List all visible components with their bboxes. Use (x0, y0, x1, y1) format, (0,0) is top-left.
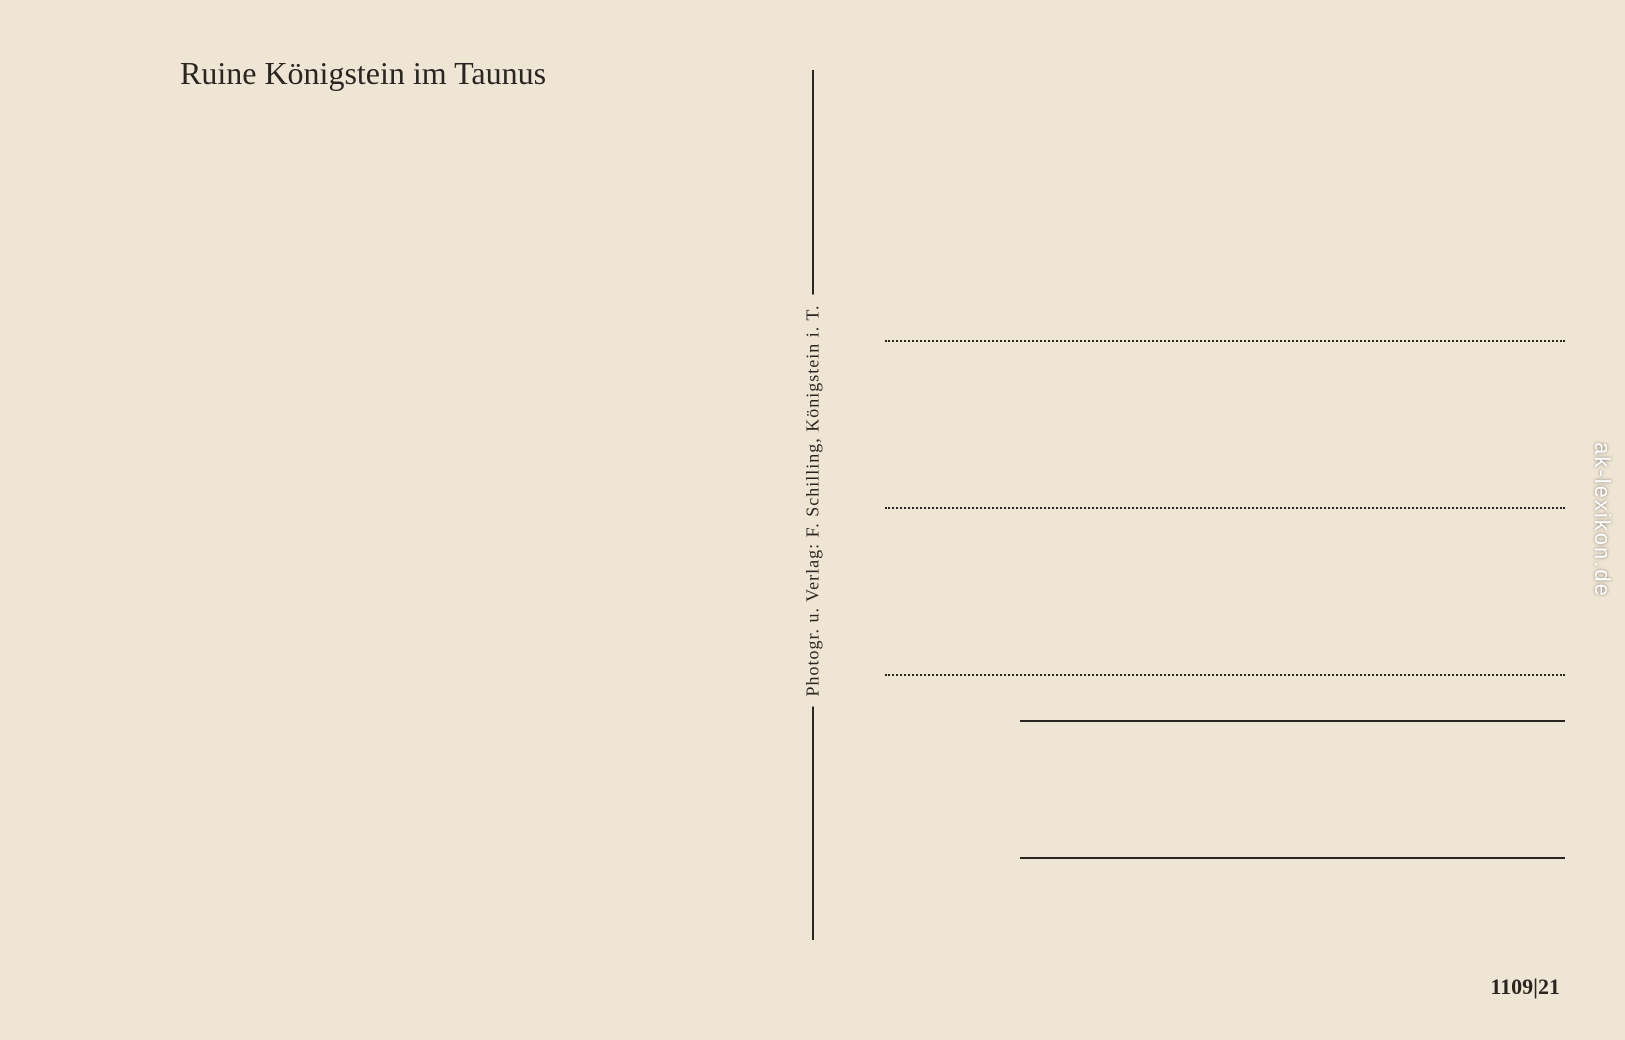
solid-line (1020, 720, 1565, 722)
address-section (885, 340, 1565, 676)
watermark: ak-lexikon.de (1589, 442, 1615, 598)
postcard-back: Ruine Königstein im Taunus Photogr. u. V… (0, 0, 1625, 1040)
address-line (885, 507, 1565, 509)
address-line (885, 674, 1565, 676)
address-line (885, 340, 1565, 342)
solid-line (1020, 857, 1565, 859)
solid-line-section (1020, 720, 1565, 994)
publisher-text: Photogr. u. Verlag: F. Schilling, Königs… (802, 294, 823, 706)
postcard-title: Ruine Königstein im Taunus (180, 55, 546, 92)
card-number: 1109|21 (1490, 974, 1560, 1000)
